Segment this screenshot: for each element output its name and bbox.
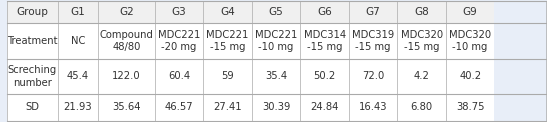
Text: G1: G1 [71, 7, 85, 17]
Bar [446, 23, 494, 59]
Bar [155, 1, 203, 23]
Text: Treatment: Treatment [7, 36, 57, 46]
Text: MDC221
-15 mg: MDC221 -15 mg [206, 30, 249, 52]
Text: MDC320
-15 mg: MDC320 -15 mg [400, 30, 443, 52]
Text: Compound
48/80: Compound 48/80 [100, 30, 153, 52]
Text: G7: G7 [366, 7, 381, 17]
Bar [349, 23, 397, 59]
Text: 27.41: 27.41 [213, 102, 242, 112]
Text: G3: G3 [172, 7, 187, 17]
Bar [446, 94, 494, 121]
Text: NC: NC [71, 36, 85, 46]
Text: 21.93: 21.93 [63, 102, 92, 112]
Bar [7, 94, 58, 121]
Text: G4: G4 [220, 7, 235, 17]
Bar [252, 23, 300, 59]
Bar [7, 23, 58, 59]
Text: 4.2: 4.2 [414, 71, 429, 81]
Bar [397, 59, 446, 94]
Text: G9: G9 [463, 7, 478, 17]
Bar [98, 59, 155, 94]
Bar [7, 1, 58, 23]
Bar [252, 59, 300, 94]
Text: MDC221
-20 mg: MDC221 -20 mg [158, 30, 200, 52]
Bar [397, 94, 446, 121]
Text: SD: SD [25, 102, 39, 112]
Text: MDC320
-10 mg: MDC320 -10 mg [449, 30, 491, 52]
Bar [300, 94, 349, 121]
Bar [397, 1, 446, 23]
Bar [203, 94, 252, 121]
Text: G5: G5 [269, 7, 283, 17]
Text: 6.80: 6.80 [411, 102, 433, 112]
Bar [7, 59, 58, 94]
Text: MDC221
-10 mg: MDC221 -10 mg [255, 30, 297, 52]
Text: 50.2: 50.2 [313, 71, 336, 81]
Bar [58, 59, 98, 94]
Bar [252, 94, 300, 121]
Text: 24.84: 24.84 [310, 102, 339, 112]
Text: 46.57: 46.57 [165, 102, 193, 112]
Bar [155, 59, 203, 94]
Bar [155, 94, 203, 121]
Bar [58, 23, 98, 59]
Bar [349, 94, 397, 121]
Text: G8: G8 [414, 7, 429, 17]
Bar [446, 59, 494, 94]
Text: MDC314
-15 mg: MDC314 -15 mg [304, 30, 346, 52]
Bar [300, 1, 349, 23]
Text: 72.0: 72.0 [362, 71, 384, 81]
Bar [300, 59, 349, 94]
Text: 122.0: 122.0 [112, 71, 141, 81]
Text: 16.43: 16.43 [359, 102, 387, 112]
Bar [203, 1, 252, 23]
Bar [98, 23, 155, 59]
Text: 35.4: 35.4 [265, 71, 287, 81]
Bar [252, 1, 300, 23]
Text: 45.4: 45.4 [67, 71, 89, 81]
Text: Group: Group [16, 7, 48, 17]
Bar [155, 23, 203, 59]
Bar [397, 23, 446, 59]
Bar [203, 59, 252, 94]
Bar [58, 1, 98, 23]
Bar [349, 59, 397, 94]
Bar [98, 1, 155, 23]
Text: 59: 59 [221, 71, 234, 81]
Text: MDC319
-15 mg: MDC319 -15 mg [352, 30, 394, 52]
Text: G6: G6 [317, 7, 332, 17]
Bar [98, 94, 155, 121]
Bar [446, 1, 494, 23]
Text: 35.64: 35.64 [112, 102, 141, 112]
Text: 40.2: 40.2 [459, 71, 481, 81]
Text: 60.4: 60.4 [168, 71, 190, 81]
Text: G2: G2 [119, 7, 134, 17]
Bar [300, 23, 349, 59]
Bar [58, 94, 98, 121]
Text: Screching
number: Screching number [8, 65, 57, 88]
Bar [349, 1, 397, 23]
Text: 38.75: 38.75 [456, 102, 485, 112]
Text: 30.39: 30.39 [262, 102, 290, 112]
Bar [203, 23, 252, 59]
